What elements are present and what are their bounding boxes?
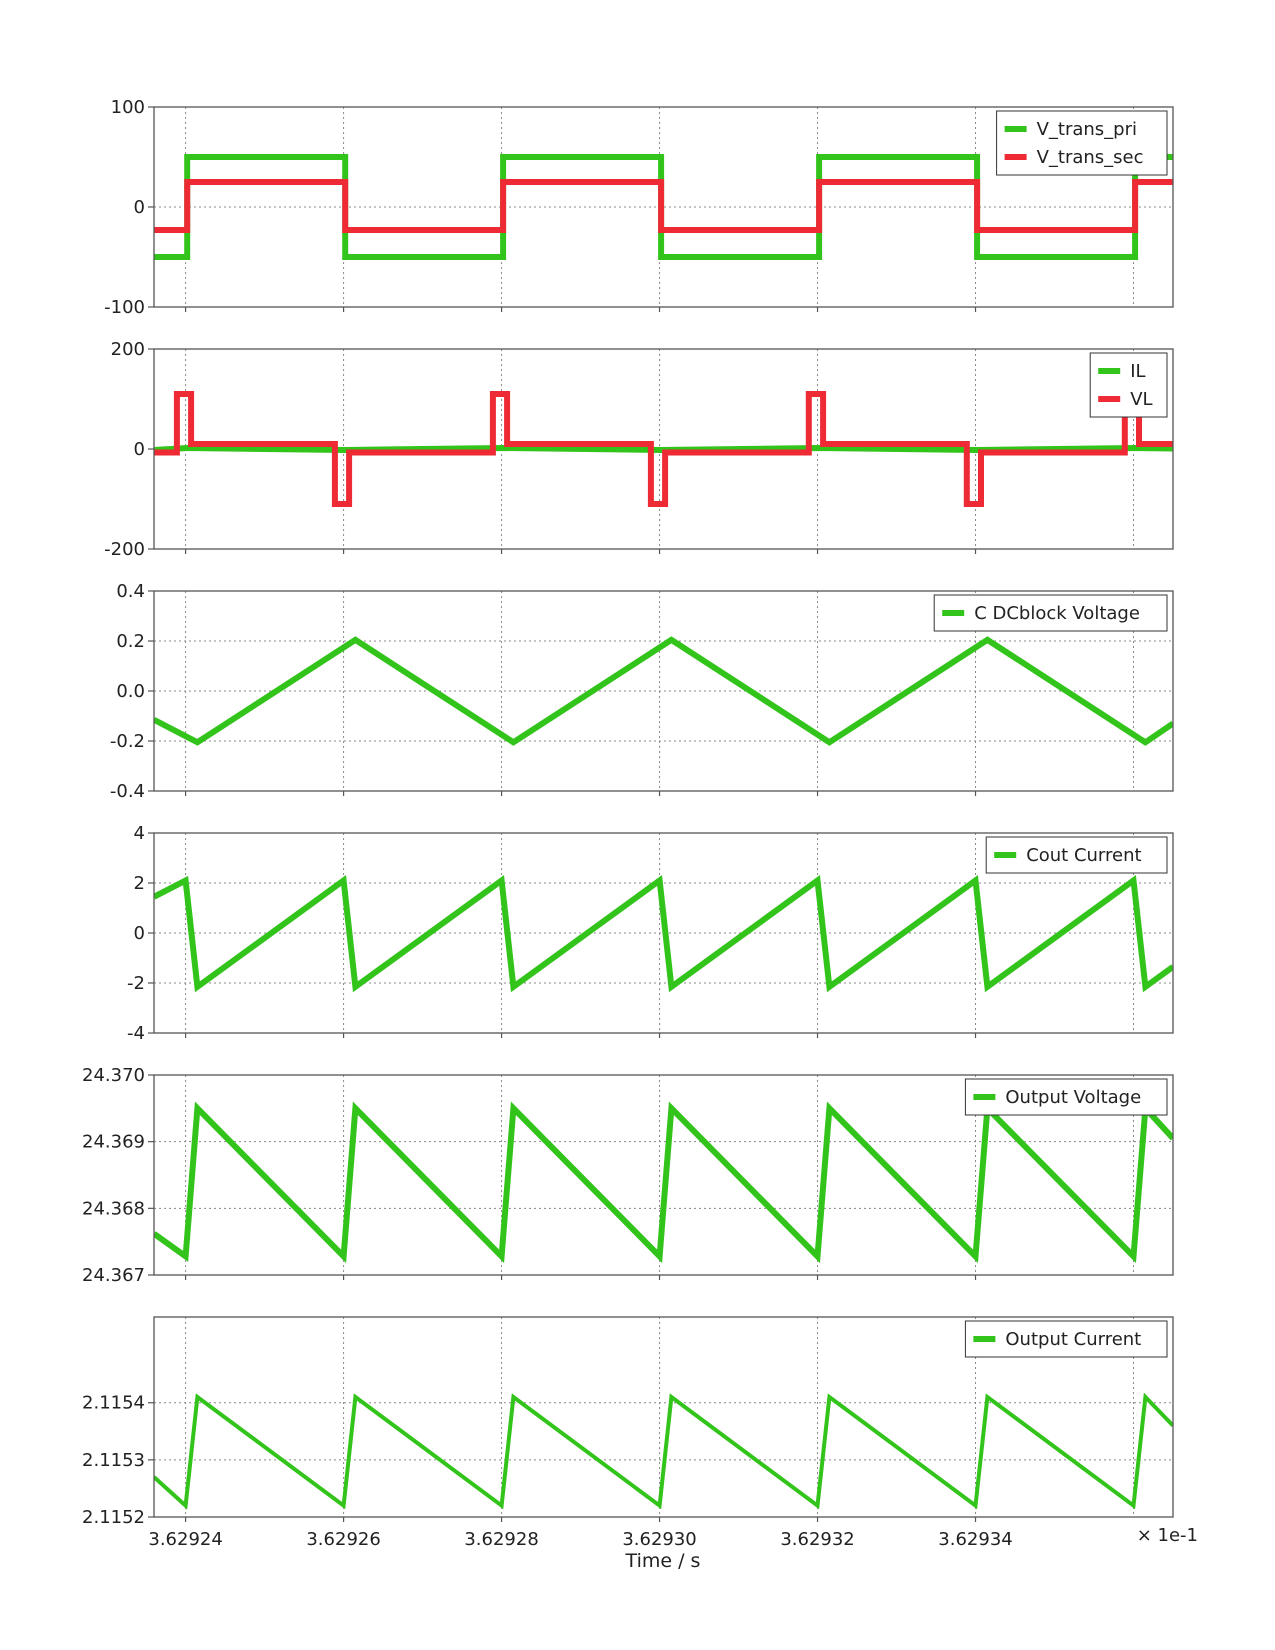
y-tick-label: 24.368 [82,1198,145,1219]
y-tick-label: 2 [134,873,145,894]
x-tick-label: 3.62928 [464,1529,538,1550]
y-tick-label: 2.1154 [82,1393,145,1414]
traces [154,1392,1173,1510]
series-cout-current [154,875,1173,993]
legend-box [996,110,1168,176]
legend: IL VL [1089,352,1168,418]
y-tick-label: 0 [134,439,145,460]
legend: V_trans_pri V_trans_sec [996,110,1168,176]
legend-box [964,1320,1168,1358]
plot-frame [153,106,1174,308]
legend-label: Output Voltage [1005,1087,1141,1108]
series-il [154,444,1173,454]
panel-3: 0.4 0.2 0.0 -0.2 -0.4 C DCblock Voltage [110,581,1174,802]
traces [154,636,1173,746]
traces [154,391,1173,507]
y-tick-label: 100 [111,97,145,118]
plot-frame [153,832,1174,1034]
y-tick-label: 0.4 [116,581,145,602]
traces [154,154,1173,260]
panel-4: 4 2 0 -2 -4 Cout Current [127,823,1174,1044]
series-output-voltage [154,1101,1173,1264]
series-vl [154,391,1173,507]
x-axis: Time / s × 1e-1 [625,1525,1198,1572]
plot-frame [153,590,1174,792]
legend: Cout Current [985,836,1168,874]
plot-frame [153,1074,1174,1276]
legend-box [964,1078,1168,1116]
panel-5: 24.370 24.369 24.368 24.367 Output Voltage [82,1065,1174,1286]
y-tick-label: -4 [127,1023,145,1044]
y-tick-label: 4 [134,823,145,844]
series-output-current [154,1392,1173,1510]
x-tick-label: 3.62926 [306,1529,380,1550]
legend-label: C DCblock Voltage [974,603,1140,624]
y-tick-label: -0.4 [110,781,145,802]
y-tick-label: 0 [134,923,145,944]
y-tick-label: 24.369 [82,1132,145,1153]
x-axis-multiplier: × 1e-1 [1137,1525,1198,1546]
legend-box [933,594,1168,632]
y-tick-label: 0.0 [116,681,145,702]
legend-label: V_trans_pri [1037,119,1137,140]
y-tick-label: 24.370 [82,1065,145,1086]
legend-box [1089,352,1168,418]
y-tick-label: 2.1153 [82,1450,145,1471]
y-tick-label: -200 [104,539,145,560]
y-tick-label: -0.2 [110,731,145,752]
panel-2: 200 0 -200 IL VL [104,339,1174,560]
legend-label: V_trans_sec [1037,147,1144,168]
legend: C DCblock Voltage [933,594,1168,632]
legend-box [985,836,1168,874]
y-tick-label: 0 [134,197,145,218]
y-tick-label: -2 [127,973,145,994]
x-tick-label: 3.62932 [780,1529,854,1550]
y-tick-label: 2.1152 [82,1507,145,1528]
plot-panels: 100 0 -100 V_trans_pri V_trans_sec 200 0 -200 IL… [82,97,1174,1550]
traces [154,1101,1173,1264]
legend-label: Output Current [1005,1329,1141,1350]
y-tick-label: -100 [104,297,145,318]
legend-label: IL [1130,361,1145,382]
y-tick-label: 200 [111,339,145,360]
legend-label: VL [1130,389,1152,410]
legend: Output Current [964,1320,1168,1358]
traces [154,875,1173,993]
panel-6: 2.1154 2.1153 2.1152 Output Current [82,1316,1174,1528]
x-tick-label: 3.62934 [938,1529,1012,1550]
series-v-trans-sec [154,179,1173,233]
y-tick-label: 24.367 [82,1265,145,1286]
panel-1: 100 0 -100 V_trans_pri V_trans_sec [104,97,1174,318]
x-tick-label: 3.62930 [622,1529,696,1550]
y-tick-label: 0.2 [116,631,145,652]
x-axis-label: Time / s [625,1550,701,1572]
series-c-dcblock-voltage [154,636,1173,746]
x-tick-label: 3.62924 [148,1529,222,1550]
plot-frame [153,1316,1174,1518]
plot-frame [153,348,1174,550]
legend-label: Cout Current [1026,845,1141,866]
legend: Output Voltage [964,1078,1168,1116]
